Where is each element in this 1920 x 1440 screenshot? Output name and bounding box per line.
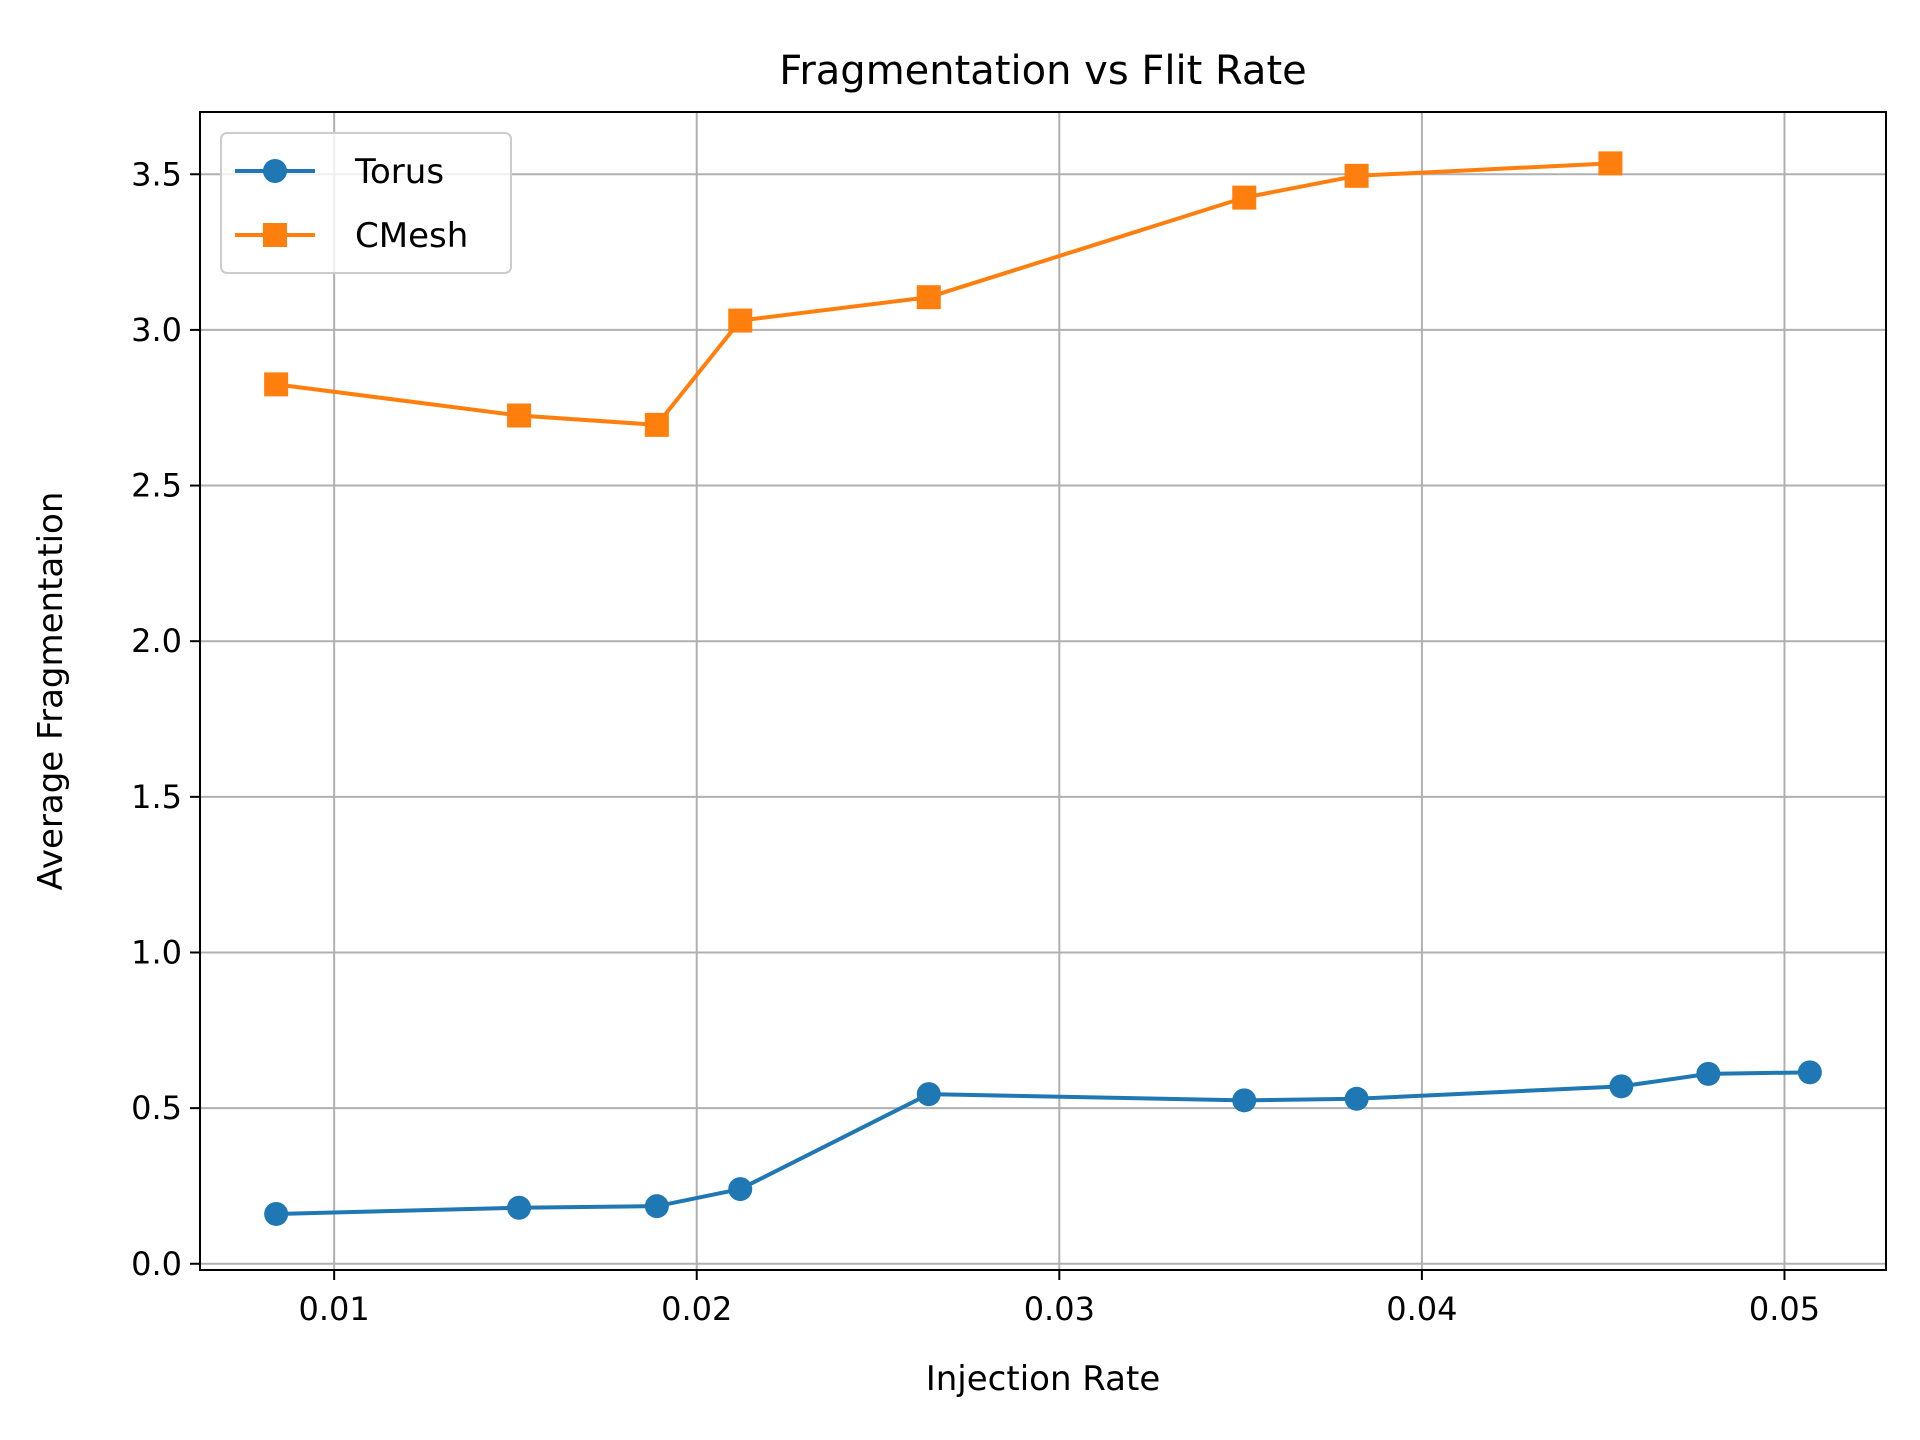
- y-tick-label: 1.0: [131, 933, 182, 971]
- data-point: [916, 285, 941, 310]
- data-point: [1344, 1086, 1369, 1111]
- data-point: [507, 1195, 532, 1220]
- data-point: [264, 372, 289, 397]
- x-axis: 0.01 0.02 0.03 0.04 0.05: [299, 1270, 1820, 1328]
- data-point: [1232, 185, 1257, 210]
- data-point: [264, 1201, 289, 1226]
- chart-title: Fragmentation vs Flit Rate: [779, 48, 1306, 94]
- series-layer: [264, 151, 1822, 1226]
- grid: [200, 112, 1886, 1270]
- legend-item-torus: Torus: [235, 152, 444, 192]
- data-point: [1344, 163, 1369, 188]
- data-point: [507, 403, 532, 428]
- data-point: [1696, 1061, 1721, 1086]
- y-tick-label: 2.0: [131, 622, 182, 660]
- data-point: [1598, 151, 1623, 176]
- series-cmesh: [264, 151, 1623, 437]
- x-tick-label: 0.05: [1749, 1290, 1820, 1328]
- data-point: [644, 412, 669, 437]
- data-point: [728, 308, 753, 333]
- data-point: [644, 1194, 669, 1219]
- legend-label: CMesh: [355, 216, 468, 256]
- y-axis-label: Average Fragmentation: [31, 492, 71, 891]
- y-tick-label: 1.5: [131, 778, 182, 816]
- data-point: [916, 1082, 941, 1107]
- y-tick-label: 0.5: [131, 1089, 182, 1127]
- data-point: [1232, 1088, 1257, 1113]
- x-tick-label: 0.04: [1386, 1290, 1457, 1328]
- data-point: [1609, 1074, 1634, 1099]
- data-point: [728, 1177, 753, 1202]
- y-tick-label: 3.5: [131, 155, 182, 193]
- legend: Torus CMesh: [220, 132, 512, 274]
- y-tick-label: 3.0: [131, 311, 182, 349]
- x-axis-label: Injection Rate: [926, 1359, 1161, 1399]
- x-tick-label: 0.03: [1024, 1290, 1095, 1328]
- legend-marker: [263, 223, 287, 247]
- plot-frame: [199, 111, 1887, 1271]
- legend-item-cmesh: CMesh: [235, 216, 468, 256]
- legend-marker: [263, 159, 287, 183]
- series-line: [276, 1070, 1810, 1216]
- data-point: [1797, 1060, 1822, 1085]
- x-tick-label: 0.01: [299, 1290, 370, 1328]
- y-tick-label: 2.5: [131, 467, 182, 505]
- legend-label: Torus: [354, 152, 444, 192]
- series-line: [275, 161, 1611, 427]
- series-torus: [264, 1060, 1822, 1226]
- y-axis: 0.0 0.5 1.0 1.5 2.0 2.5 3.0 3.5: [131, 155, 200, 1283]
- y-tick-label: 0.0: [131, 1245, 182, 1283]
- legend-box: [220, 132, 512, 274]
- x-tick-label: 0.02: [661, 1290, 732, 1328]
